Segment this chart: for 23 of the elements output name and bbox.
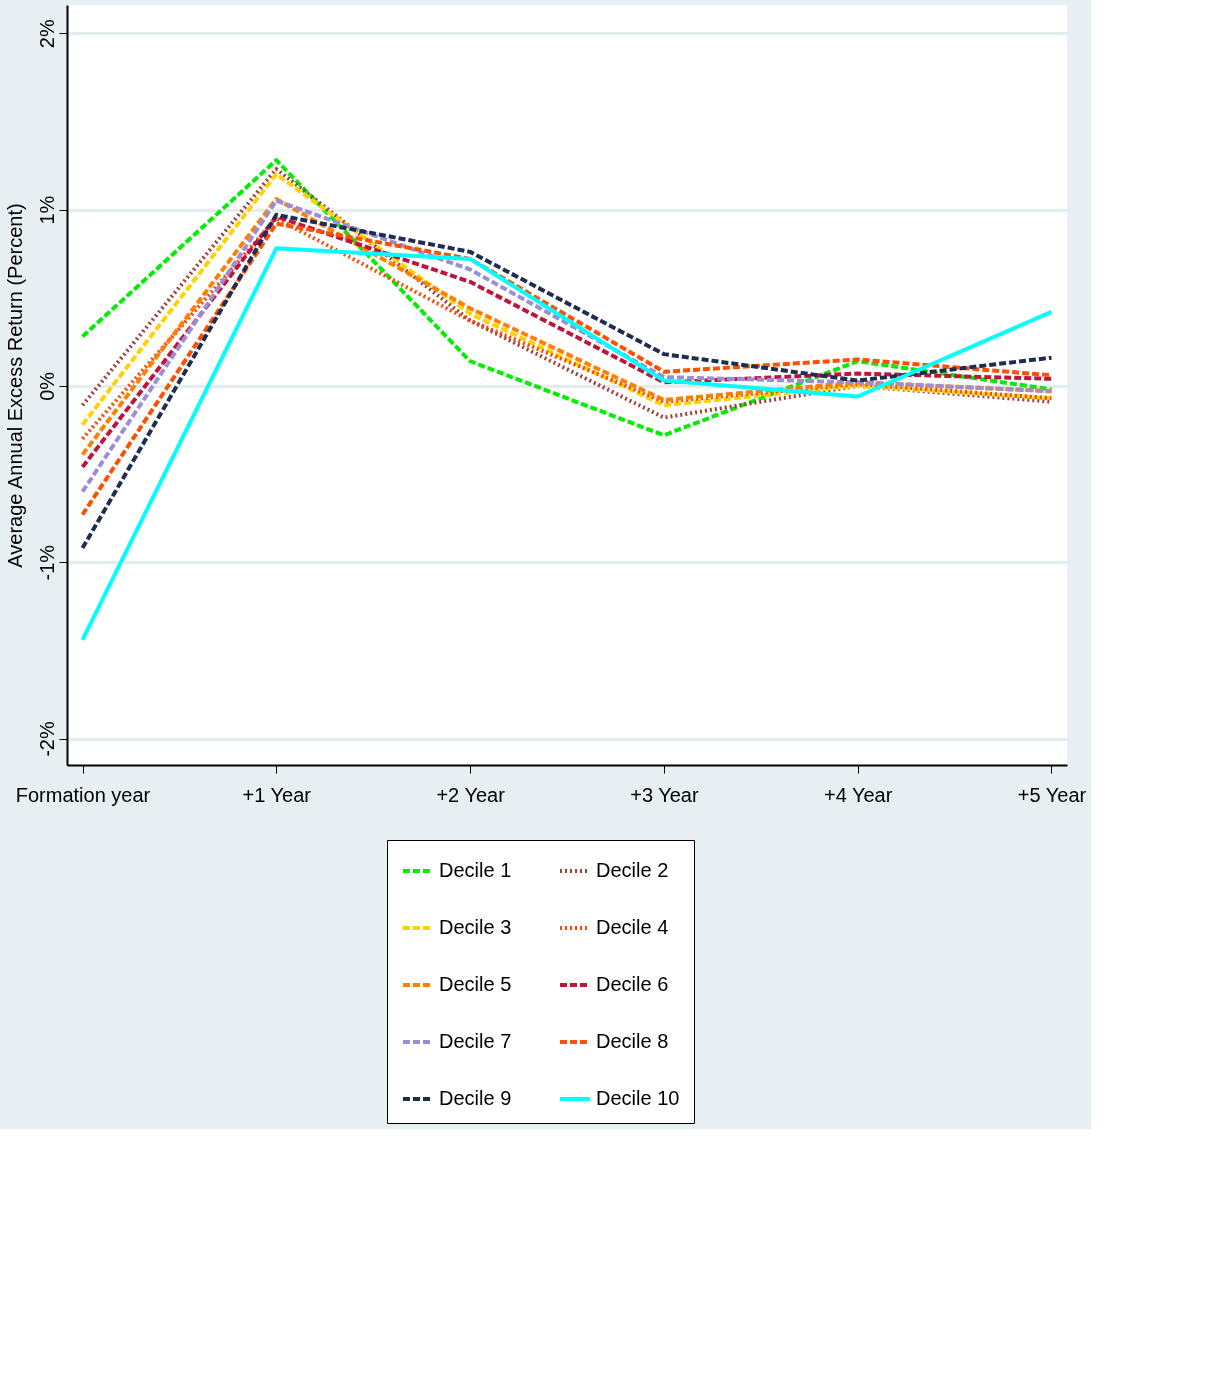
x-tick-label: +5 Year [1017, 783, 1087, 806]
legend-label: Decile 3 [439, 916, 512, 938]
y-tick-label: -2% [35, 721, 58, 757]
y-tick-label: 2% [35, 19, 58, 49]
legend-label: Decile 2 [596, 859, 669, 881]
legend-label: Decile 10 [596, 1087, 680, 1109]
y-axis-title: Average Annual Excess Return (Percent) [3, 203, 26, 568]
x-tick-label: +4 Year [823, 783, 893, 806]
legend-label: Decile 9 [439, 1087, 512, 1109]
y-tick-label: 0% [35, 371, 58, 401]
x-tick-label: +2 Year [436, 783, 506, 806]
legend-label: Decile 4 [596, 916, 669, 938]
legend-label: Decile 8 [596, 1030, 669, 1052]
line-series [80, 246, 1054, 642]
legend-label: Decile 7 [439, 1030, 512, 1052]
y-tick-label: -1% [35, 544, 58, 581]
legend-label: Decile 1 [439, 859, 512, 881]
x-tick-label: Formation year [15, 783, 151, 806]
legend-label: Decile 5 [439, 973, 512, 995]
x-tick-label: +1 Year [242, 783, 312, 806]
legend-label: Decile 6 [596, 973, 669, 995]
x-tick-label: +3 Year [630, 783, 699, 806]
y-tick-label: 1% [35, 195, 58, 225]
